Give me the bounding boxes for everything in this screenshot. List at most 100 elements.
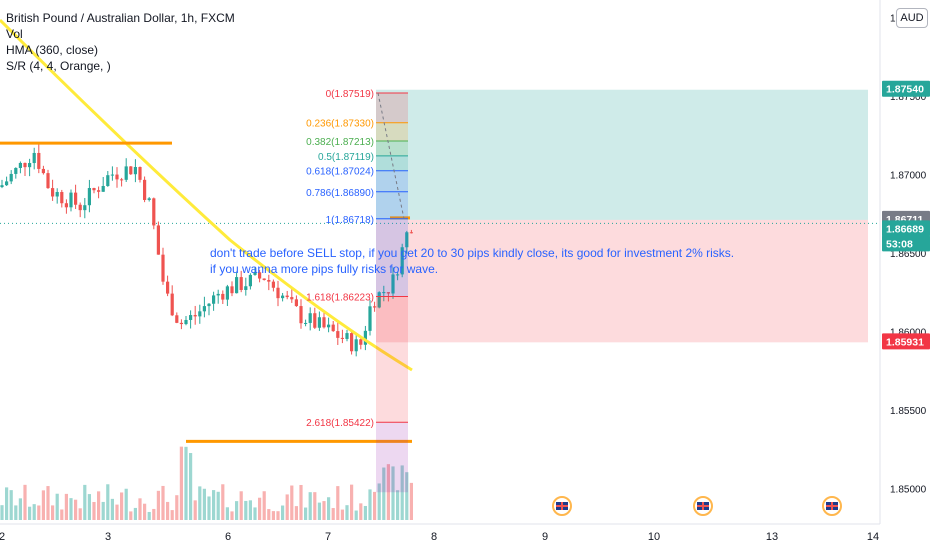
fib-level-label: 0.382(1.87213) bbox=[306, 137, 374, 148]
candle-body bbox=[225, 286, 229, 300]
volume-bar bbox=[322, 501, 326, 520]
candle-body bbox=[313, 313, 317, 328]
volume-bar bbox=[170, 510, 174, 520]
volume-bar bbox=[189, 453, 193, 520]
fib-level-label: 0.786(1.86890) bbox=[306, 188, 374, 199]
volume-bar bbox=[345, 505, 349, 520]
candle-body bbox=[179, 322, 183, 325]
candle-body bbox=[110, 174, 114, 176]
volume-bar bbox=[363, 505, 367, 520]
price-badge bbox=[882, 220, 930, 237]
candle-body bbox=[5, 181, 9, 186]
volume-bar bbox=[0, 505, 4, 520]
volume-bar bbox=[396, 490, 400, 520]
volume-bar bbox=[391, 466, 395, 520]
candle-body bbox=[304, 322, 308, 324]
candle-body bbox=[28, 163, 32, 168]
volume-bar bbox=[60, 509, 64, 520]
volume-bar bbox=[28, 506, 32, 520]
volume-bar bbox=[221, 484, 225, 520]
candle-body bbox=[166, 281, 170, 294]
volume-bar bbox=[198, 486, 202, 520]
price-badge bbox=[882, 333, 930, 350]
news-flag-icon bbox=[552, 496, 572, 516]
volume-bar bbox=[386, 464, 390, 520]
candle-body bbox=[138, 166, 142, 180]
annotation-line-1[interactable]: don't trade before SELL stop, if you get… bbox=[210, 246, 735, 260]
volume-bar bbox=[37, 505, 41, 520]
time-tick-label: 2 bbox=[0, 531, 5, 543]
candle-body bbox=[193, 315, 197, 317]
candle-body bbox=[382, 292, 386, 294]
volume-bar bbox=[120, 492, 124, 520]
candle-body bbox=[354, 339, 358, 352]
volume-bar bbox=[207, 496, 211, 520]
volume-bar bbox=[83, 484, 87, 520]
price-badge-label: 53:08 bbox=[886, 238, 913, 250]
chart-legend: British Pound / Australian Dollar, 1h, F… bbox=[6, 10, 235, 74]
volume-bar bbox=[340, 509, 344, 520]
fib-band bbox=[376, 93, 408, 123]
fib-level-label: 2.618(1.85422) bbox=[306, 418, 374, 429]
volume-bar bbox=[313, 492, 317, 520]
price-tick-label: 1.86500 bbox=[890, 249, 927, 260]
legend-symbol[interactable]: British Pound / Australian Dollar, 1h, F… bbox=[6, 11, 235, 25]
volume-bar bbox=[317, 502, 321, 520]
candle-body bbox=[60, 192, 64, 204]
candle-body bbox=[147, 198, 151, 200]
volume-bar bbox=[175, 495, 179, 520]
candle-body bbox=[9, 173, 13, 182]
fib-band bbox=[376, 296, 408, 423]
volume-bar bbox=[281, 505, 285, 520]
volume-bar bbox=[248, 500, 252, 520]
fib-band bbox=[376, 218, 408, 297]
price-tick-label: 1.86000 bbox=[890, 328, 927, 339]
currency-button[interactable]: AUD bbox=[896, 8, 928, 28]
candle-body bbox=[285, 295, 289, 298]
fib-band bbox=[376, 191, 408, 219]
candle-body bbox=[18, 162, 22, 168]
candle-body bbox=[327, 324, 331, 328]
candle-body bbox=[46, 173, 50, 189]
price-tick-label: 1.87000 bbox=[890, 171, 927, 182]
candle-body bbox=[143, 179, 147, 200]
volume-bar bbox=[5, 487, 9, 520]
candle-body bbox=[230, 286, 234, 294]
volume-bar bbox=[133, 507, 137, 520]
candle-body bbox=[124, 166, 128, 180]
volume-bar bbox=[97, 491, 101, 520]
volume-bar bbox=[78, 508, 82, 520]
candle-body bbox=[161, 254, 165, 282]
annotation-line-2[interactable]: if you wanna more pips fully risks for w… bbox=[210, 262, 439, 276]
volume-bar bbox=[327, 497, 331, 520]
candle-body bbox=[267, 279, 271, 282]
volume-bar bbox=[106, 484, 110, 520]
fib-level-label: 0.236(1.87330) bbox=[306, 119, 374, 130]
volume-bar bbox=[51, 505, 55, 520]
candle-body bbox=[216, 293, 220, 296]
fib-band bbox=[376, 422, 408, 493]
volume-bar bbox=[368, 489, 372, 520]
legend-hma[interactable]: HMA (360, close) bbox=[6, 43, 99, 57]
candle-body bbox=[83, 205, 87, 211]
candle-body bbox=[0, 185, 4, 188]
legend-vol[interactable]: Vol bbox=[6, 27, 23, 41]
time-tick-label: 13 bbox=[766, 531, 778, 543]
fib-level-label: 1.618(1.86223) bbox=[306, 292, 374, 303]
candle-body bbox=[350, 333, 354, 352]
fib-level-label: 0(1.87519) bbox=[326, 89, 374, 100]
candle-body bbox=[202, 306, 206, 312]
volume-bar bbox=[110, 498, 114, 520]
candle-body bbox=[64, 203, 68, 208]
candle-body bbox=[120, 179, 124, 181]
volume-bar bbox=[64, 493, 68, 520]
legend-sr[interactable]: S/R (4, 4, Orange, ) bbox=[6, 59, 111, 73]
volume-bar bbox=[41, 490, 45, 520]
candle-body bbox=[359, 339, 363, 345]
candle-body bbox=[281, 295, 285, 299]
candle-body bbox=[317, 317, 321, 328]
volume-bar bbox=[400, 465, 404, 520]
price-badge bbox=[882, 80, 930, 97]
price-badge-label: 1.86689 bbox=[886, 223, 924, 235]
